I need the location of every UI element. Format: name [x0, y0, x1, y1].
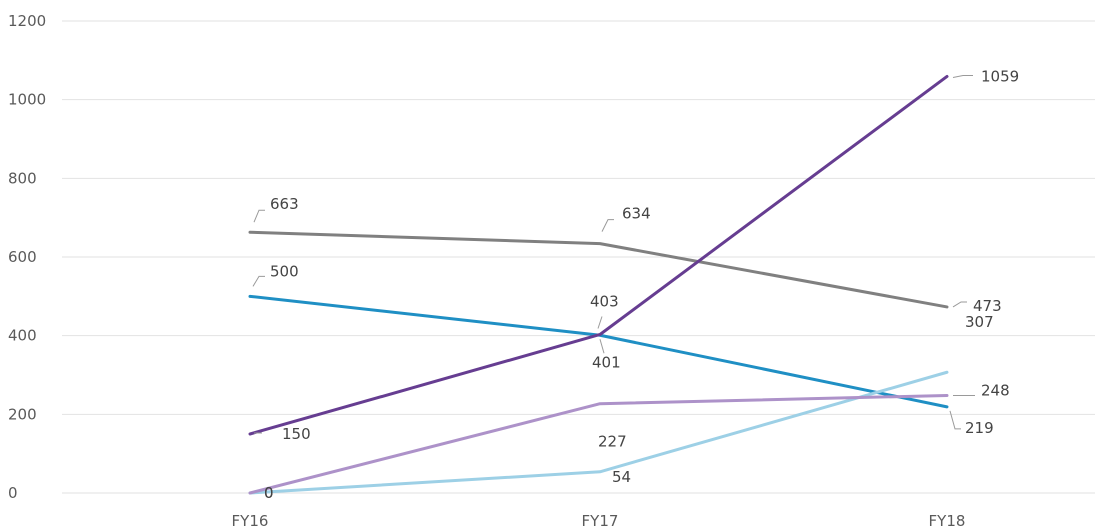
data-label: 54	[612, 468, 631, 486]
data-label: 663	[270, 195, 299, 213]
data-label-leader	[949, 410, 961, 430]
y-tick-label: 800	[8, 169, 37, 187]
series-line	[248, 74, 949, 436]
data-label: 634	[622, 205, 651, 223]
data-label: 401	[592, 353, 621, 371]
x-tick-label: FY18	[929, 512, 966, 530]
data-label-leader	[599, 339, 605, 354]
data-label-leader	[601, 219, 614, 232]
x-tick-label: FY16	[232, 512, 269, 530]
series-line	[248, 230, 949, 309]
y-tick-label: 400	[8, 327, 37, 345]
y-tick-label: 1000	[8, 91, 46, 109]
x-axis-tick-labels: FY16 FY17 FY18	[232, 512, 966, 530]
data-label: 0	[264, 484, 274, 502]
data-label: 307	[965, 313, 994, 331]
gridlines	[62, 20, 1095, 494]
series-line	[248, 294, 949, 409]
data-label-leader	[952, 301, 967, 308]
data-label: 150	[282, 425, 311, 443]
data-label-leader	[952, 74, 973, 78]
y-axis-tick-labels: 0 200 400 600 800 1000 1200	[8, 12, 46, 502]
x-tick-label: FY17	[582, 512, 619, 530]
y-tick-label: 0	[8, 484, 18, 502]
series-line	[248, 370, 949, 495]
data-label: 1059	[981, 67, 1019, 85]
y-tick-label: 1200	[8, 12, 46, 30]
data-label: 248	[981, 381, 1010, 399]
data-label: 219	[965, 419, 994, 437]
data-label: 403	[590, 292, 619, 310]
data-label: 473	[973, 297, 1002, 315]
y-tick-label: 200	[8, 405, 37, 423]
data-label: 0	[264, 484, 274, 502]
series-line	[248, 393, 949, 495]
data-label-leader	[597, 316, 603, 329]
data-labels: 6636344735004012191504031059022724805430…	[252, 67, 1019, 502]
data-label: 500	[270, 262, 299, 280]
data-label: 227	[598, 433, 627, 451]
series-lines	[248, 74, 949, 495]
data-label-leader	[253, 209, 265, 223]
data-label-leader	[252, 275, 265, 287]
y-tick-label: 600	[8, 248, 37, 266]
